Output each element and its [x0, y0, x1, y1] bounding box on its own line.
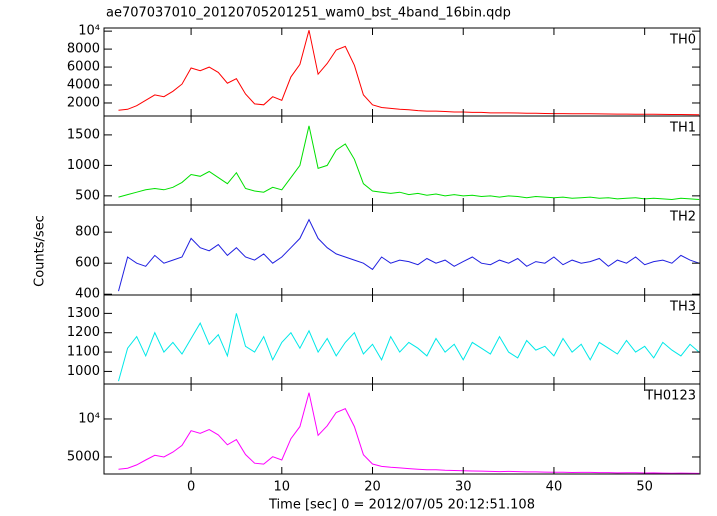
panel-frame	[103, 294, 701, 385]
light-curve	[118, 30, 700, 116]
panel-label: TH0	[669, 33, 696, 48]
x-tick-label: 30	[455, 480, 472, 495]
y-tick-label: 1300	[67, 306, 100, 321]
x-tick-label: 50	[636, 480, 653, 495]
y-tick-label: 10⁴	[78, 411, 100, 426]
panel-label: TH0123	[644, 389, 696, 404]
y-tick-label: 400	[75, 287, 100, 302]
light-curve	[118, 313, 700, 382]
panel-label: TH1	[669, 121, 696, 136]
y-tick-label: 5000	[67, 449, 100, 464]
x-tick-label: 20	[364, 480, 381, 495]
x-tick-label: 10	[274, 480, 291, 495]
panel-label: TH2	[669, 210, 696, 225]
y-tick-label: 1500	[67, 127, 100, 142]
chart-title: ae707037010_20120705201251_wam0_bst_4ban…	[106, 6, 511, 21]
y-tick-label: 2000	[67, 95, 100, 110]
x-tick-label: 40	[546, 480, 563, 495]
y-tick-label: 1200	[67, 325, 100, 340]
panel-label: TH3	[669, 300, 696, 315]
y-tick-label: 8000	[67, 42, 100, 57]
x-axis-label: Time [sec] 0 = 2012/07/05 20:12:51.108	[268, 498, 535, 513]
light-curve	[118, 125, 700, 201]
y-tick-label: 1000	[67, 158, 100, 173]
y-tick-label: 600	[75, 256, 100, 271]
light-curve	[118, 218, 700, 292]
y-tick-label: 500	[75, 188, 100, 203]
y-tick-label: 10⁴	[78, 24, 100, 39]
x-tick-label: 0	[187, 480, 195, 495]
panel-frame	[103, 27, 701, 117]
light-curve	[118, 392, 700, 474]
panel-frame	[103, 115, 701, 206]
y-tick-label: 800	[75, 225, 100, 240]
panel-frame	[103, 383, 701, 475]
y-tick-label: 6000	[67, 60, 100, 75]
y-tick-label: 1100	[67, 345, 100, 360]
y-tick-label: 1000	[67, 364, 100, 379]
y-axis-label: Counts/sec	[33, 215, 48, 287]
y-tick-label: 4000	[67, 78, 100, 93]
panel-frame	[103, 204, 701, 296]
